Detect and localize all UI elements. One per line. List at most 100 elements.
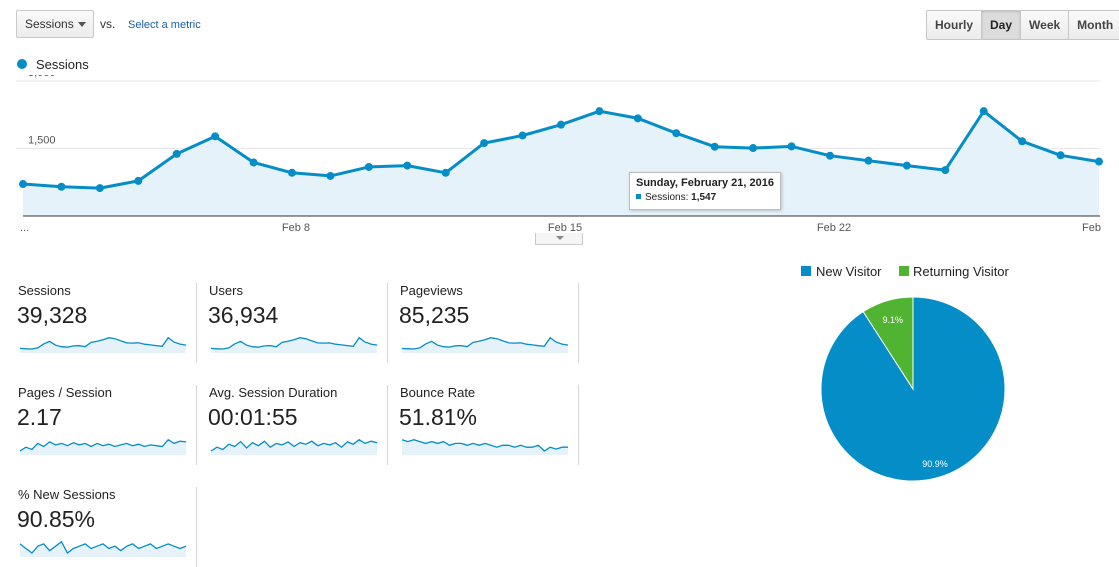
metric-tile-pages-per-session[interactable]: Pages / Session 2.17 xyxy=(17,385,197,465)
visitor-pie-chart[interactable]: 90.9% 9.1% xyxy=(813,289,1013,489)
metric-value: 00:01:55 xyxy=(208,404,298,430)
sparkline-area xyxy=(20,337,186,353)
data-point[interactable] xyxy=(403,161,412,170)
sessions-line-chart[interactable]: 3,000 1,500... Feb 8 Feb 15 Feb 22 Feb xyxy=(0,75,1119,235)
metric-value: 36,934 xyxy=(208,302,279,328)
series-legend-label[interactable]: Sessions xyxy=(36,57,89,72)
metric-value: 90.85% xyxy=(17,506,96,532)
sparkline-area xyxy=(402,337,568,353)
metric-tile-pageviews[interactable]: Pageviews 85,235 xyxy=(399,283,579,363)
data-point[interactable] xyxy=(864,156,873,165)
sparkline-line xyxy=(19,438,187,452)
sparkline-line xyxy=(401,336,569,350)
metric-sparkline xyxy=(19,336,187,353)
x-tick-label: Feb 8 xyxy=(282,222,310,234)
hourly-button[interactable]: Hourly xyxy=(927,11,982,39)
sparkline-area xyxy=(20,541,186,557)
metric-tile-bounce-rate[interactable]: Bounce Rate 51.81% xyxy=(399,385,579,465)
chevron-down-icon xyxy=(556,236,564,240)
data-point[interactable] xyxy=(826,151,834,160)
pie-slice-returning-visitor[interactable] xyxy=(862,296,914,391)
legend-swatch-new-visitor xyxy=(801,266,811,276)
metric-tile-users[interactable]: Users 36,934 xyxy=(208,283,388,363)
metric-sparkline xyxy=(19,438,187,455)
data-point[interactable] xyxy=(1018,137,1027,146)
metric-label: Avg. Session Duration xyxy=(209,385,338,400)
metric-label: Users xyxy=(209,283,243,298)
x-tick-label: Feb 22 xyxy=(817,222,851,234)
week-button[interactable]: Week xyxy=(1020,11,1069,39)
metric-sparkline xyxy=(19,540,187,557)
metric-select-value: Sessions xyxy=(25,17,74,31)
data-point[interactable] xyxy=(518,131,527,140)
sessions-area xyxy=(23,111,1099,216)
tooltip-label: Sessions: xyxy=(645,192,689,203)
select-metric-link[interactable]: Select a metric xyxy=(128,19,201,31)
sparkline-area xyxy=(211,337,377,353)
pie-slice-label: 90.9% xyxy=(922,459,948,469)
tooltip-value: 1,547 xyxy=(691,192,717,203)
metric-tile-new-sessions[interactable]: % New Sessions 90.85% xyxy=(17,487,197,567)
data-point[interactable] xyxy=(95,184,104,193)
metric-value: 2.17 xyxy=(17,404,62,430)
data-point[interactable] xyxy=(1095,157,1103,166)
data-point[interactable] xyxy=(480,139,489,148)
data-point[interactable] xyxy=(749,144,758,153)
granularity-toggle: Hourly Day Week Month xyxy=(926,10,1119,40)
data-point[interactable] xyxy=(211,132,220,141)
sparkline-line xyxy=(19,336,187,350)
day-button[interactable]: Day xyxy=(981,11,1021,39)
data-point[interactable] xyxy=(172,149,181,158)
metric-value: 39,328 xyxy=(17,302,88,328)
metric-value: 51.81% xyxy=(399,404,478,430)
data-point[interactable] xyxy=(633,114,642,123)
data-point[interactable] xyxy=(710,142,719,151)
chart-resize-handle[interactable] xyxy=(535,233,583,245)
legend-label-new-visitor[interactable]: New Visitor xyxy=(816,264,882,279)
data-point[interactable] xyxy=(441,168,450,177)
data-point[interactable] xyxy=(1056,151,1065,160)
metric-label: Pageviews xyxy=(400,283,463,298)
y-tick-label: 1,500 xyxy=(28,135,56,147)
metric-sparkline xyxy=(401,439,568,455)
data-point[interactable] xyxy=(672,129,681,138)
chart-tooltip: Sunday, February 21, 2016 Sessions: 1,54… xyxy=(629,172,781,210)
data-point[interactable] xyxy=(288,168,296,177)
pie-slice-label: 9.1% xyxy=(883,315,904,325)
sparkline-line xyxy=(401,439,568,452)
tooltip-swatch-icon xyxy=(636,194,641,199)
metric-select[interactable]: Sessions xyxy=(16,10,94,38)
metric-label: Sessions xyxy=(18,283,71,298)
month-button[interactable]: Month xyxy=(1068,11,1119,39)
data-point[interactable] xyxy=(979,107,988,116)
data-point[interactable] xyxy=(57,182,66,191)
data-point[interactable] xyxy=(134,176,143,185)
data-point[interactable] xyxy=(595,107,604,116)
data-point[interactable] xyxy=(902,161,911,170)
data-point[interactable] xyxy=(364,162,373,171)
data-point[interactable] xyxy=(326,171,335,180)
metric-sparkline xyxy=(210,336,378,353)
tooltip-title: Sunday, February 21, 2016 xyxy=(636,177,774,189)
vs-label: vs. xyxy=(100,17,116,31)
y-tick-label: 3,000 xyxy=(28,75,56,79)
data-point[interactable] xyxy=(19,180,27,189)
data-point[interactable] xyxy=(249,158,258,167)
x-tick-label: ... xyxy=(20,222,29,234)
metric-tile-avg-session-duration[interactable]: Avg. Session Duration 00:01:55 xyxy=(208,385,388,465)
sparkline-line xyxy=(210,336,378,350)
data-point[interactable] xyxy=(941,166,950,175)
data-point[interactable] xyxy=(787,142,796,151)
data-point[interactable] xyxy=(557,120,565,129)
series-legend-dot-icon xyxy=(17,59,27,69)
legend-swatch-returning-visitor xyxy=(899,266,909,276)
metric-label: Bounce Rate xyxy=(400,385,476,400)
sparkline-area xyxy=(20,439,186,455)
x-tick-label: Feb 15 xyxy=(548,222,582,234)
x-tick-label: Feb xyxy=(1082,222,1101,234)
sparkline-line xyxy=(210,438,378,452)
legend-label-returning-visitor[interactable]: Returning Visitor xyxy=(913,264,1009,279)
metric-tile-sessions[interactable]: Sessions 39,328 xyxy=(17,283,197,363)
sparkline-area xyxy=(211,439,377,455)
metric-value: 85,235 xyxy=(399,302,470,328)
